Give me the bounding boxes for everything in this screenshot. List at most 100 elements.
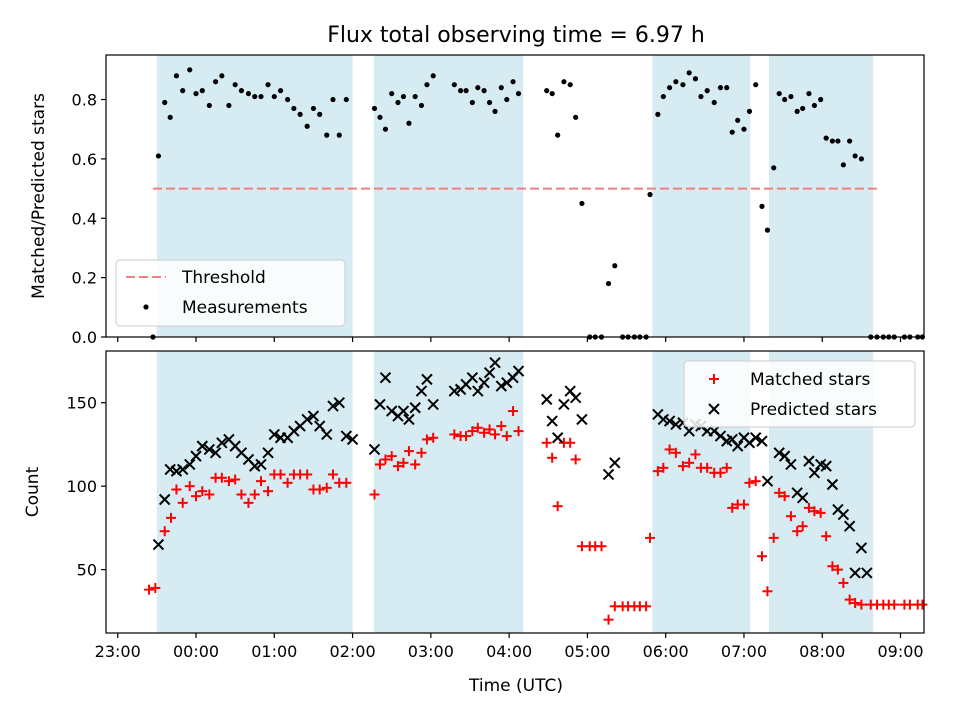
- matched-point: [652, 466, 663, 477]
- measurement-point: [698, 93, 704, 100]
- top-panel-legend: Threshold Measurements: [115, 259, 346, 327]
- matched-point: [216, 472, 227, 483]
- predicted-mark-b: [368, 443, 381, 456]
- matched-point: [565, 437, 576, 448]
- predicted-mark-b: [861, 567, 873, 579]
- predicted-mark-b: [403, 413, 415, 426]
- measurement-point: [304, 123, 310, 129]
- predicted-point: [483, 366, 496, 379]
- predicted-point: [576, 413, 588, 426]
- matched-point: [774, 487, 785, 498]
- matched-point: [803, 502, 814, 513]
- matched-point: [321, 482, 332, 493]
- predicted-point: [602, 468, 615, 481]
- measurement-point: [173, 73, 180, 79]
- bottom-panel-points: [144, 356, 928, 625]
- predicted-mark-b: [663, 415, 676, 427]
- predicted-point: [255, 458, 267, 471]
- x-tick-label: 00:00: [173, 642, 219, 661]
- measurement-point: [704, 88, 710, 94]
- observing-band: [373, 351, 524, 633]
- predicted-point: [415, 385, 428, 397]
- measurement-point: [544, 88, 550, 94]
- predicted-point: [268, 428, 281, 441]
- measurement-point: [451, 82, 457, 88]
- measurement-point: [579, 200, 585, 207]
- measurement-point: [382, 126, 389, 132]
- measurement-point: [187, 67, 193, 73]
- measurement-point: [800, 105, 806, 112]
- predicted-mark-b: [803, 455, 815, 467]
- measurement-point: [481, 88, 487, 94]
- matched-point: [380, 454, 391, 465]
- measurement-point: [858, 156, 864, 162]
- chart-title: Flux total observing time = 6.97 h: [327, 23, 705, 48]
- matched-point: [721, 462, 732, 473]
- legend-measurement-swatch: [143, 304, 149, 310]
- measurement-point: [567, 82, 573, 88]
- predicted-mark-b: [268, 428, 281, 441]
- measurement-point: [724, 85, 730, 91]
- predicted-mark-b: [327, 400, 339, 412]
- predicted-mark-b: [749, 432, 762, 444]
- matched-point: [756, 551, 767, 562]
- x-tick-label: 05:00: [564, 642, 610, 661]
- matched-point: [762, 586, 773, 597]
- predicted-point: [749, 432, 762, 444]
- measurement-point: [840, 162, 846, 168]
- predicted-point: [761, 475, 774, 487]
- predicted-mark-b: [421, 373, 433, 386]
- matched-point: [150, 582, 161, 593]
- predicted-point: [495, 380, 508, 392]
- legend-predicted-label: Predicted stars: [750, 400, 877, 420]
- predicted-point: [512, 365, 525, 377]
- y-tick-label: 0.8: [72, 91, 97, 110]
- predicted-mark-b: [652, 408, 664, 421]
- predicted-mark-b: [255, 458, 267, 471]
- axes-frame: [105, 54, 925, 338]
- measurement-point: [746, 108, 753, 114]
- measurement-point: [612, 263, 618, 269]
- predicted-mark-b: [152, 538, 165, 551]
- matched-point: [467, 426, 478, 437]
- measurement-point: [406, 120, 412, 126]
- matched-point: [275, 469, 286, 480]
- measurement-point: [829, 138, 836, 144]
- measurement-point: [430, 73, 436, 79]
- matched-point: [449, 429, 460, 440]
- predicted-mark-b: [785, 458, 797, 471]
- measurement-point: [673, 79, 679, 85]
- measurement-point: [265, 82, 271, 88]
- measurement-point: [395, 99, 401, 106]
- matched-point: [750, 476, 761, 487]
- predicted-mark-b: [209, 447, 222, 459]
- matched-point: [165, 512, 176, 523]
- matched-point: [917, 599, 928, 610]
- measurement-point: [155, 153, 162, 159]
- predicted-mark-b: [796, 492, 809, 504]
- predicted-mark-b: [820, 460, 832, 472]
- measurement-point: [510, 79, 516, 85]
- predicted-mark-b: [415, 385, 428, 397]
- measurement-point: [330, 96, 336, 103]
- predicted-point: [843, 520, 856, 532]
- predicted-mark-b: [540, 393, 553, 406]
- predicted-point: [778, 450, 791, 462]
- predicted-point: [663, 415, 676, 427]
- y-tick-label: 0.4: [72, 209, 97, 228]
- predicted-mark-b: [761, 475, 774, 487]
- predicted-mark-b: [826, 478, 839, 491]
- matched-point: [479, 427, 490, 438]
- predicted-mark-b: [190, 450, 202, 462]
- predicted-point: [301, 413, 313, 426]
- measurement-point: [498, 85, 504, 91]
- predicted-point: [209, 447, 222, 459]
- measurement-point: [424, 82, 430, 88]
- matched-point: [690, 449, 701, 460]
- measurement-point: [291, 105, 297, 112]
- matched-point: [821, 531, 832, 542]
- measurement-point: [212, 79, 219, 85]
- measurement-point: [199, 88, 205, 94]
- measurement-point: [655, 111, 661, 117]
